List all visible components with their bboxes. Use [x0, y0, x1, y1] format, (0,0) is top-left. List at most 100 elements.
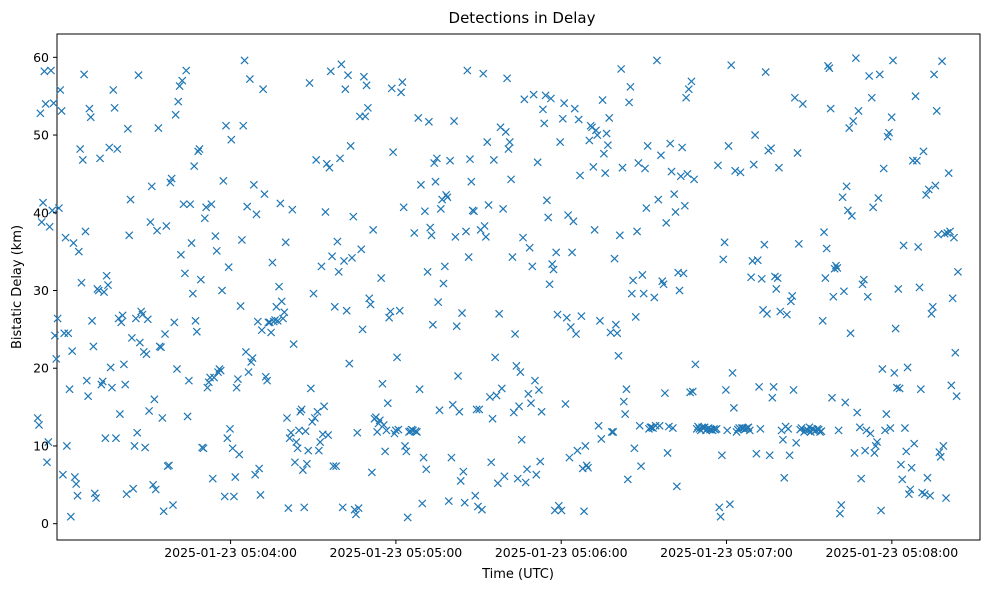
data-point	[916, 385, 925, 394]
data-point	[313, 407, 322, 416]
data-point	[308, 417, 317, 426]
data-point	[237, 235, 246, 244]
data-point	[902, 447, 911, 456]
data-point	[119, 360, 128, 369]
data-point	[621, 410, 630, 419]
data-point	[683, 169, 692, 178]
data-point	[881, 426, 890, 435]
data-point	[533, 158, 542, 167]
data-point	[532, 470, 541, 479]
data-point	[220, 492, 229, 501]
data-point	[451, 232, 460, 241]
data-point	[792, 438, 801, 447]
x-tick-label: 2025-01-23 05:08:00	[825, 545, 958, 560]
data-point	[903, 363, 912, 372]
y-tick-label: 0	[41, 516, 49, 531]
data-point	[766, 144, 776, 153]
data-point	[618, 163, 627, 172]
data-point	[196, 275, 205, 284]
data-point	[867, 93, 876, 102]
data-point	[525, 243, 534, 252]
data-point	[130, 441, 139, 450]
x-tick-label: 2025-01-23 05:07:00	[660, 545, 793, 560]
data-point	[752, 449, 761, 458]
data-point	[503, 74, 512, 83]
data-point	[373, 427, 382, 436]
data-point	[208, 474, 217, 483]
data-point	[611, 320, 620, 329]
data-point	[245, 75, 254, 84]
data-point	[65, 385, 74, 394]
data-point	[565, 453, 574, 462]
data-point	[82, 376, 91, 385]
data-point	[105, 143, 114, 152]
data-point	[489, 155, 498, 164]
data-point	[666, 139, 675, 148]
data-point	[89, 342, 98, 351]
data-point	[122, 490, 131, 499]
data-point	[546, 94, 555, 103]
data-point	[949, 233, 959, 242]
data-point	[418, 499, 427, 508]
data-point	[610, 254, 619, 263]
data-point	[691, 360, 700, 369]
data-point	[229, 492, 238, 501]
data-point	[951, 348, 960, 357]
data-point	[321, 207, 330, 217]
data-point	[367, 468, 376, 477]
data-point	[607, 427, 616, 436]
data-point	[606, 328, 615, 337]
data-point	[603, 141, 612, 150]
data-point	[581, 441, 590, 450]
data-point	[174, 97, 183, 106]
data-point	[289, 340, 298, 349]
data-point	[92, 494, 101, 503]
data-point	[49, 99, 58, 108]
data-point	[667, 167, 676, 176]
data-point	[924, 185, 933, 194]
data-point	[184, 376, 193, 385]
data-point	[322, 159, 331, 168]
data-point	[500, 472, 509, 481]
data-point	[460, 498, 469, 507]
data-point	[329, 462, 338, 471]
data-point	[333, 237, 342, 246]
data-point	[672, 482, 681, 491]
data-point	[861, 446, 870, 455]
data-point	[615, 231, 624, 240]
data-point	[231, 473, 240, 482]
data-point	[859, 275, 868, 284]
data-point	[305, 78, 314, 87]
data-point	[252, 210, 261, 219]
data-point	[678, 143, 687, 152]
data-point	[434, 298, 443, 307]
data-point	[45, 222, 54, 231]
data-point	[623, 475, 632, 484]
data-point	[260, 190, 269, 199]
data-point	[888, 56, 898, 65]
data-point	[224, 263, 233, 272]
data-point	[345, 359, 354, 368]
data-point	[488, 414, 497, 423]
data-point	[420, 207, 429, 216]
data-point	[580, 507, 589, 516]
data-point	[521, 478, 530, 487]
data-point	[483, 138, 492, 147]
data-point	[774, 163, 783, 172]
data-point	[33, 413, 42, 422]
data-point	[300, 503, 309, 512]
data-point	[255, 464, 264, 473]
data-point	[684, 85, 693, 94]
data-point	[713, 161, 722, 170]
data-point	[378, 379, 387, 388]
data-point	[934, 230, 943, 239]
data-point	[278, 314, 288, 323]
data-point	[379, 420, 388, 429]
x-tick-label: 2025-01-23 05:06:00	[495, 545, 628, 560]
data-point	[540, 119, 549, 128]
data-point	[820, 228, 829, 237]
data-point	[203, 383, 212, 392]
data-point	[183, 412, 192, 421]
data-point	[90, 489, 99, 498]
data-point	[170, 318, 179, 327]
